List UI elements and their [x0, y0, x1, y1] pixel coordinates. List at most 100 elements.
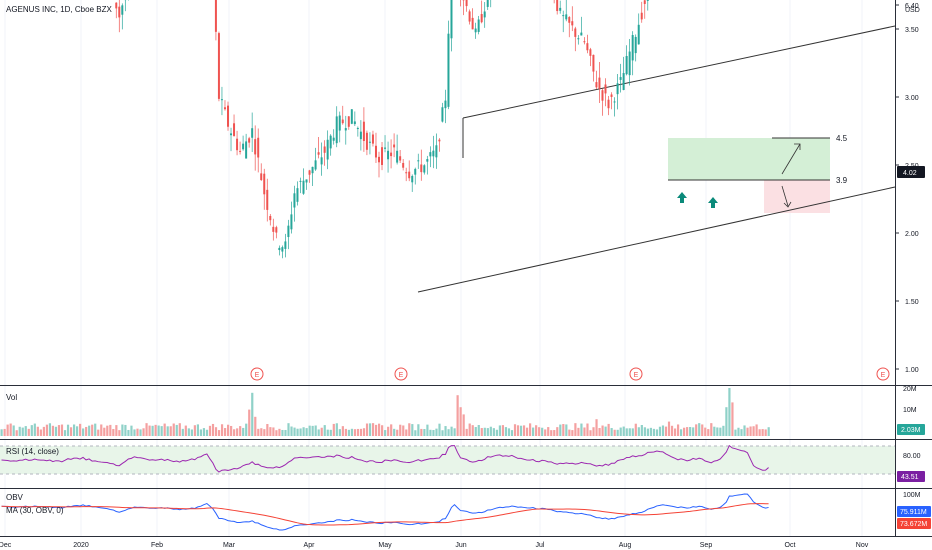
volume-bar	[66, 424, 70, 436]
candle-body	[432, 150, 435, 157]
volume-bar	[619, 427, 622, 436]
signal-arrow-2[interactable]	[708, 197, 718, 208]
volume-bar	[483, 427, 486, 436]
candle	[423, 164, 426, 175]
take-profit-zone[interactable]	[668, 138, 830, 180]
candle	[607, 96, 610, 116]
up-projection-arrow[interactable]	[781, 143, 801, 175]
volume-bar	[541, 427, 544, 436]
candle-body	[396, 150, 399, 163]
volume-bar	[610, 428, 613, 436]
volume-bar	[157, 425, 160, 436]
candle-body	[408, 171, 411, 179]
candle-body	[217, 33, 220, 99]
volume-bar	[544, 429, 547, 436]
obv-ma-label: MA (30, OBV, 0)	[6, 506, 64, 515]
channel-upper-line[interactable]	[462, 25, 896, 119]
candle	[646, 0, 649, 11]
volume-bar	[299, 428, 302, 436]
volume-tick-10m: 10M	[903, 407, 917, 414]
volume-pane-label: Vol	[6, 393, 17, 402]
channel-lower-line[interactable]	[417, 186, 896, 293]
volume-bar	[121, 424, 124, 436]
candle	[571, 6, 574, 32]
volume-bar	[76, 426, 79, 436]
volume-bar	[33, 423, 36, 436]
signal-arrow-1[interactable]	[677, 192, 687, 203]
volume-bar	[559, 424, 562, 436]
volume-bar	[100, 424, 103, 436]
volume-bar	[761, 429, 764, 436]
volume-bar	[248, 409, 251, 436]
down-projection-arrow[interactable]	[781, 185, 789, 207]
candle	[426, 155, 429, 175]
candle	[353, 111, 356, 127]
volume-bar	[145, 423, 148, 436]
candle-body	[468, 11, 471, 22]
volume-bar	[486, 428, 489, 436]
volume-bar	[655, 429, 659, 436]
volume-bar	[9, 423, 12, 436]
candle-body	[390, 152, 393, 157]
candle-body	[586, 43, 589, 51]
candle-body	[290, 214, 293, 230]
volume-bar	[359, 428, 363, 436]
candle-body	[359, 131, 362, 140]
volume-bar	[172, 423, 175, 436]
volume-bar	[344, 428, 347, 436]
candle-body	[305, 179, 308, 183]
candle	[405, 167, 408, 182]
earnings-marker-label: E	[255, 372, 260, 379]
time-label-mar: Mar	[223, 542, 236, 549]
volume-bar	[15, 430, 18, 436]
volume-bar	[230, 425, 233, 436]
volume-bar	[45, 424, 48, 436]
earnings-icon	[629, 367, 643, 381]
volume-bar	[266, 424, 269, 436]
volume-bar	[649, 427, 652, 436]
candle	[281, 245, 284, 259]
stop-loss-zone[interactable]	[764, 180, 830, 213]
candle-body	[622, 73, 625, 90]
volume-bar	[356, 428, 360, 436]
candle	[628, 38, 631, 86]
candle-body	[405, 172, 408, 174]
candle	[296, 181, 299, 206]
candle-body	[302, 180, 305, 194]
candle	[356, 126, 359, 137]
obv-pane-label: OBV	[6, 493, 24, 502]
candle-body	[233, 123, 236, 136]
candle-body	[483, 11, 486, 18]
volume-bar	[604, 426, 607, 436]
volume-bar	[713, 426, 716, 436]
volume-bar	[749, 426, 752, 436]
candle-body	[634, 36, 637, 54]
candlestick-series[interactable]	[1, 0, 770, 259]
volume-bar	[429, 429, 432, 436]
volume-bar	[112, 428, 115, 436]
candle	[384, 135, 387, 153]
volume-bar	[239, 426, 242, 436]
volume-bar	[51, 425, 55, 436]
time-axis[interactable]: Dec 2020 Feb Mar Apr May Jun Jul Aug Sep Oct Nov	[0, 542, 869, 549]
candle-body	[263, 173, 266, 195]
volume-bar	[725, 407, 728, 436]
candle	[396, 134, 399, 165]
candle-body	[320, 157, 323, 165]
candle	[414, 167, 417, 185]
candle	[359, 120, 362, 151]
candle	[287, 219, 290, 250]
candle-body	[230, 133, 233, 136]
candle	[604, 78, 607, 107]
volume-bar	[181, 428, 184, 436]
candle-body	[610, 94, 613, 97]
volume-bar	[320, 427, 323, 436]
candle	[399, 150, 402, 163]
rsi-last-value: 43.51	[901, 474, 919, 481]
candle-body	[583, 41, 586, 43]
candle-body	[486, 0, 489, 7]
volume-bar	[365, 423, 369, 436]
price-tick-6-40: 6.40	[905, 3, 919, 10]
